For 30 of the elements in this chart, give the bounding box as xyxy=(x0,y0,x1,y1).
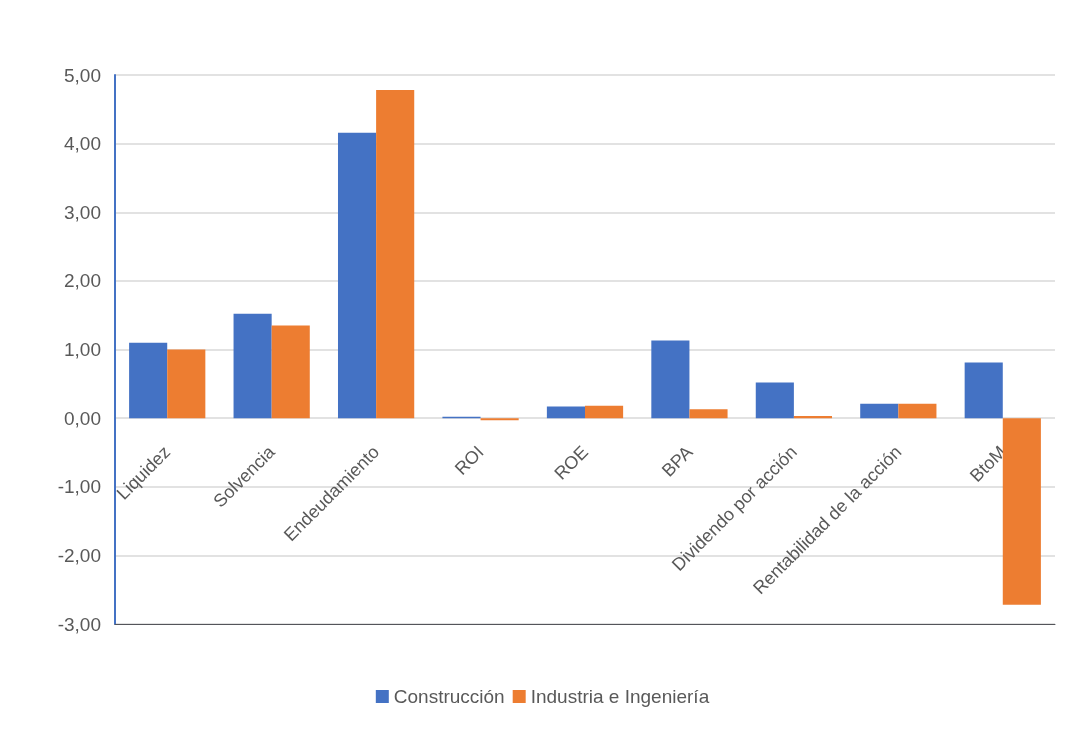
bar xyxy=(793,416,833,419)
bar xyxy=(755,382,794,419)
legend-label: Industria e Ingeniería xyxy=(530,686,710,707)
y-tick-label: -3,00 xyxy=(57,613,101,635)
bar xyxy=(1002,418,1041,605)
bar xyxy=(860,403,899,419)
bar xyxy=(689,409,728,419)
y-tick-label: 4,00 xyxy=(64,133,101,155)
bar xyxy=(964,362,1003,419)
bar xyxy=(271,325,310,419)
y-tick-label: 1,00 xyxy=(64,339,101,360)
bar xyxy=(898,403,937,419)
bar xyxy=(233,313,272,419)
bar xyxy=(337,132,377,419)
bar xyxy=(546,406,585,419)
bar xyxy=(376,90,415,419)
y-tick-label: 5,00 xyxy=(64,64,101,86)
bar xyxy=(651,340,690,419)
y-tick-label: -1,00 xyxy=(57,476,101,498)
bar xyxy=(480,418,519,421)
bar xyxy=(585,405,624,419)
x-tick-label: ROI xyxy=(450,441,488,479)
y-tick-label: 3,00 xyxy=(64,201,101,223)
y-tick-label: -2,00 xyxy=(57,544,101,566)
bar xyxy=(167,349,206,419)
y-tick-label: 0,00 xyxy=(64,407,101,429)
legend-label: Construcción xyxy=(393,686,505,707)
bar xyxy=(129,342,168,419)
y-tick-label: 2,00 xyxy=(64,270,101,292)
x-tick-label: BPA xyxy=(657,441,697,481)
